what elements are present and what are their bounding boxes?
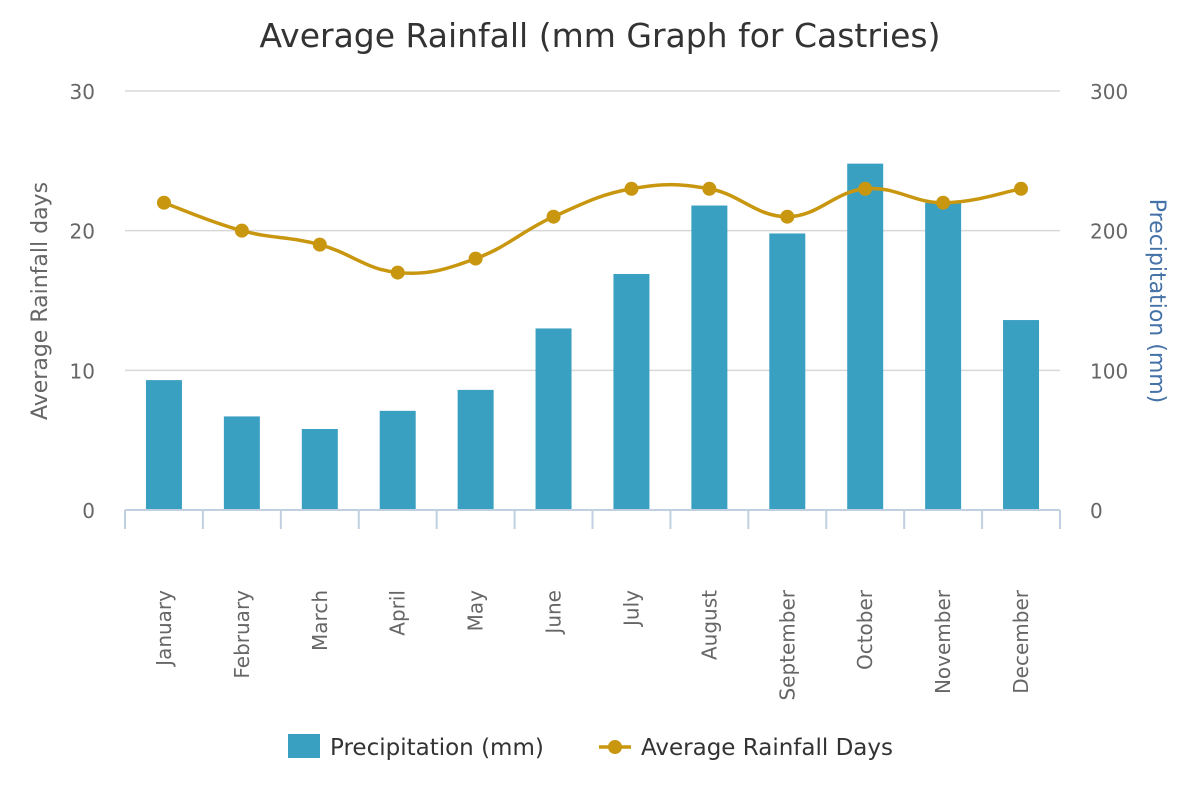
x-tick-label: January bbox=[152, 590, 176, 668]
legend-label-rainfall-days[interactable]: Average Rainfall Days bbox=[641, 735, 893, 761]
rainfall-days-point[interactable] bbox=[624, 181, 639, 196]
precipitation-bar[interactable] bbox=[223, 416, 260, 510]
precipitation-bar[interactable] bbox=[847, 163, 884, 511]
bars bbox=[145, 163, 1040, 511]
y-right-tick-label: 0 bbox=[1090, 499, 1103, 523]
y-axis-right-title: Precipitation (mm) bbox=[1144, 199, 1169, 404]
x-tick-label: February bbox=[230, 590, 254, 679]
y-left-tick-label: 30 bbox=[70, 80, 95, 104]
x-tick-label: June bbox=[542, 590, 566, 636]
x-tick-label: July bbox=[619, 590, 643, 628]
precipitation-bar[interactable] bbox=[145, 380, 182, 510]
rainfall-days-point[interactable] bbox=[936, 195, 951, 210]
legend-marker-rainfall-days bbox=[608, 740, 622, 754]
precipitation-bar[interactable] bbox=[769, 233, 806, 510]
rainfall-days-point[interactable] bbox=[156, 195, 171, 210]
rainfall-days-point[interactable] bbox=[1014, 181, 1029, 196]
legend[interactable]: Precipitation (mm) Average Rainfall Days bbox=[288, 734, 893, 761]
x-tick-label: December bbox=[1009, 589, 1033, 693]
x-tick-label: May bbox=[464, 590, 488, 632]
x-tick-label: April bbox=[386, 590, 410, 636]
precipitation-bar[interactable] bbox=[301, 428, 338, 510]
x-tick-label: March bbox=[308, 590, 332, 651]
rainfall-days-point[interactable] bbox=[702, 181, 717, 196]
y-axis-left-title: Average Rainfall days bbox=[28, 182, 53, 420]
y-left-tick-label: 20 bbox=[70, 220, 95, 244]
precipitation-bar[interactable] bbox=[535, 328, 572, 510]
rainfall-days-point[interactable] bbox=[234, 223, 249, 238]
y-right-tick-label: 300 bbox=[1090, 80, 1128, 104]
y-axis-left: 0 10 20 30 bbox=[70, 80, 95, 523]
y-right-tick-label: 100 bbox=[1090, 359, 1128, 383]
rainfall-days-point[interactable] bbox=[858, 181, 873, 196]
y-left-tick-label: 0 bbox=[82, 499, 95, 523]
precipitation-bar[interactable] bbox=[691, 205, 728, 510]
y-axis-right: 0 100 200 300 bbox=[1090, 80, 1128, 523]
rainfall-days-point[interactable] bbox=[468, 251, 483, 266]
rainfall-days-point[interactable] bbox=[390, 265, 405, 280]
x-tick-label: August bbox=[697, 590, 721, 660]
chart-title: Average Rainfall (mm Graph for Castries) bbox=[260, 16, 941, 55]
legend-swatch-precipitation bbox=[288, 734, 320, 758]
precipitation-bar[interactable] bbox=[925, 202, 962, 510]
precipitation-bar[interactable] bbox=[457, 389, 494, 510]
x-tick-label: September bbox=[775, 589, 799, 700]
precipitation-bar[interactable] bbox=[1003, 320, 1040, 510]
y-left-tick-label: 10 bbox=[70, 359, 95, 383]
rainfall-days-line-path bbox=[163, 182, 1022, 275]
rainfall-days-point[interactable] bbox=[312, 237, 327, 252]
y-right-tick-label: 200 bbox=[1090, 220, 1128, 244]
legend-label-precipitation[interactable]: Precipitation (mm) bbox=[330, 735, 544, 761]
x-tick-label: November bbox=[931, 589, 955, 694]
x-axis: January February March April May June July Augu… bbox=[124, 509, 1061, 701]
precipitation-bar[interactable] bbox=[379, 410, 416, 510]
rainfall-days-point[interactable] bbox=[780, 209, 795, 224]
precipitation-bar[interactable] bbox=[613, 273, 650, 510]
gridlines bbox=[125, 90, 1060, 372]
x-tick-label: October bbox=[853, 589, 877, 670]
rainfall-days-point[interactable] bbox=[546, 209, 561, 224]
rainfall-days-line bbox=[156, 181, 1029, 280]
